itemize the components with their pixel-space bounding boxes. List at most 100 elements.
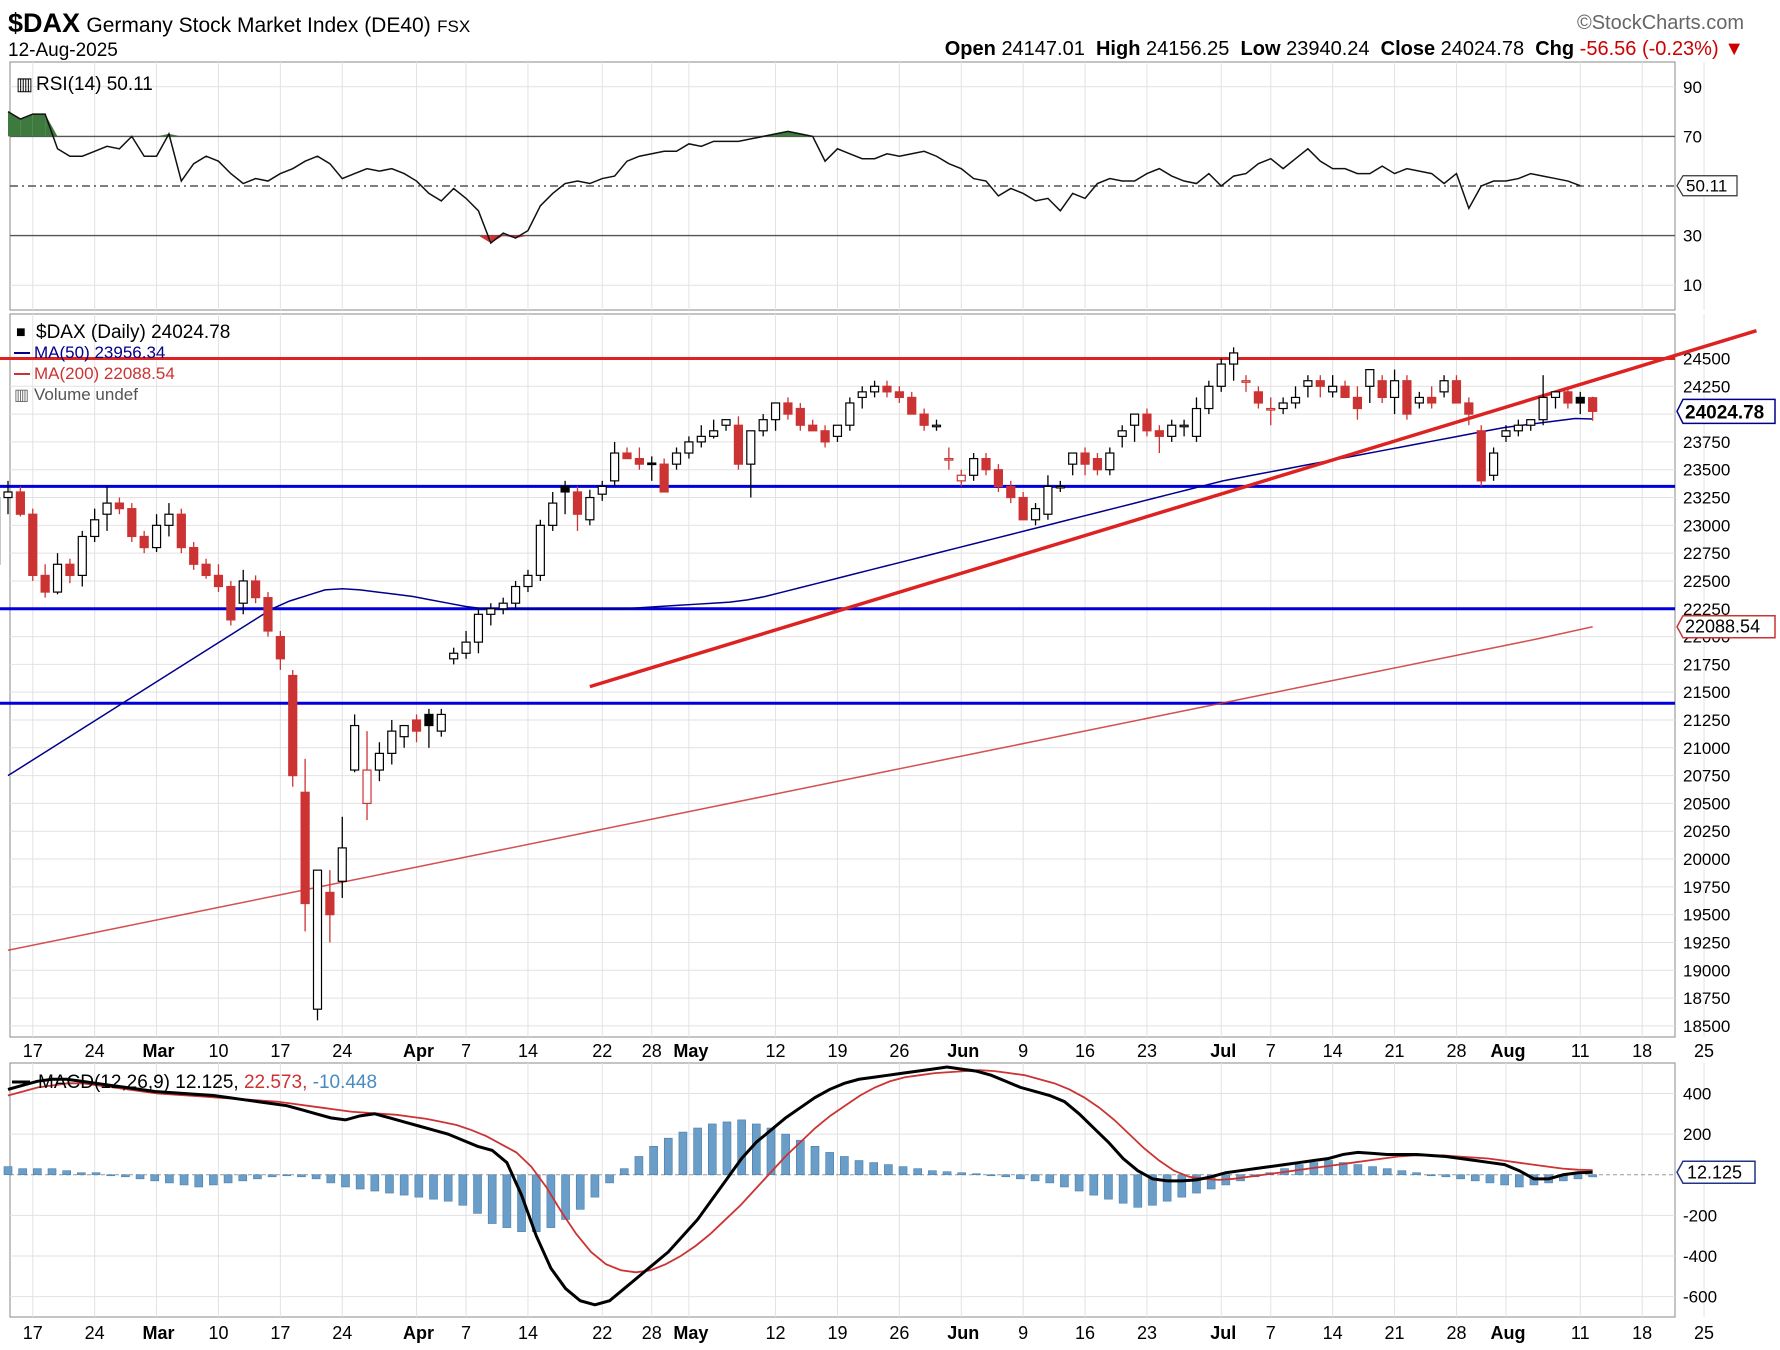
macd-y-tick-label: -400 <box>1683 1247 1717 1266</box>
candle-body <box>746 430 756 465</box>
candle-body <box>770 402 781 421</box>
x-tick-label: 11 <box>1571 1041 1590 1061</box>
macd-histogram-bar <box>253 1174 262 1180</box>
candle-body <box>1352 396 1363 410</box>
x-tick-label: 14 <box>1323 1041 1343 1061</box>
x-tick-label: 7 <box>461 1041 471 1061</box>
macd-histogram-bar <box>91 1172 101 1176</box>
rsi-oversold-fill <box>478 235 491 244</box>
price-value-tag-text: 24024.78 <box>1685 402 1764 423</box>
macd-histogram-bar <box>47 1168 57 1176</box>
candle-body <box>622 452 632 460</box>
candle-body <box>114 502 125 510</box>
candle-body <box>1575 396 1585 404</box>
candle-body <box>1129 413 1140 426</box>
macd-histogram-bar <box>179 1174 189 1186</box>
candle-body <box>1315 380 1325 387</box>
x-tick-label: 24 <box>85 1323 105 1343</box>
candle-body <box>1340 385 1350 399</box>
price-y-tick-label: 20250 <box>1683 822 1730 841</box>
candle-body <box>498 602 508 610</box>
candle-body <box>275 635 285 660</box>
candle-body <box>783 402 793 415</box>
macd-histogram-bar <box>458 1174 468 1206</box>
open-label: Open <box>944 38 996 60</box>
macd-line <box>7 1065 1593 1307</box>
x-tick-label: Jul <box>1210 1041 1236 1061</box>
price-y-tick-label: 21000 <box>1683 739 1730 758</box>
candle-body <box>1439 380 1449 393</box>
price-y-tick-label: 21500 <box>1683 683 1730 702</box>
macd-histogram-bar <box>1192 1174 1201 1194</box>
x-tick-label: 28 <box>1446 1041 1466 1061</box>
candle-body <box>1191 407 1202 437</box>
macd-histogram-bar <box>810 1146 820 1176</box>
rsi-label: RSI(14) 50.11 <box>36 74 153 95</box>
candle-body <box>1377 380 1387 399</box>
candle-body <box>671 452 682 465</box>
x-tick-label: 23 <box>1137 1041 1157 1061</box>
signal-line <box>7 1069 1593 1274</box>
candle-body <box>1278 402 1288 410</box>
candle-body <box>585 496 595 521</box>
candle-body <box>77 535 87 576</box>
macd-histogram-bar <box>223 1174 233 1184</box>
macd-histogram-bar <box>737 1119 746 1176</box>
x-tick-label: 24 <box>332 1323 352 1343</box>
candle-body <box>919 413 929 426</box>
candle-body <box>1513 424 1523 432</box>
candle-body <box>696 435 706 443</box>
macd-histogram-bar <box>825 1152 834 1176</box>
macd-histogram-bar <box>1470 1174 1480 1182</box>
macd-histogram-bar <box>854 1160 864 1176</box>
candle-body <box>1451 380 1462 404</box>
macd-y-tick-label: -200 <box>1683 1206 1717 1225</box>
macd-histogram-bar <box>781 1133 790 1176</box>
x-tick-label: 11 <box>1571 1323 1590 1343</box>
candle-body <box>1006 485 1016 499</box>
macd-histogram-bar <box>1500 1174 1509 1186</box>
price-y-tick-label: 23750 <box>1683 433 1730 452</box>
x-tick-label: 17 <box>23 1041 43 1061</box>
macd-y-tick-label: -600 <box>1683 1288 1717 1307</box>
candle-body <box>300 791 310 905</box>
candle-body <box>411 719 422 732</box>
macd-histogram-bar <box>531 1174 541 1232</box>
ma200-value-tag-text: 22088.54 <box>1685 617 1760 637</box>
x-tick-label: 17 <box>23 1323 43 1343</box>
x-tick-label: 21 <box>1385 1323 1405 1343</box>
x-tick-label: 22 <box>592 1323 612 1343</box>
x-tick-label: Jun <box>947 1041 979 1061</box>
candle-body <box>288 674 298 777</box>
candle-body <box>597 485 607 495</box>
x-tick-label: 16 <box>1075 1323 1095 1343</box>
down-arrow-icon: ▼ <box>1724 38 1744 60</box>
chg-value: -56.56 (-0.23%) <box>1579 38 1719 60</box>
macd-histogram-bar <box>913 1168 923 1176</box>
macd-histogram-bar <box>1353 1164 1363 1176</box>
x-tick-label: Aug <box>1490 1323 1525 1343</box>
candle-body <box>572 491 583 515</box>
candle-body <box>1068 452 1078 465</box>
ma200-line <box>7 625 1593 951</box>
macd-histogram-bar <box>869 1162 878 1176</box>
x-tick-label: 16 <box>1075 1041 1095 1061</box>
ma50-label: MA(50) 23956.34 <box>34 343 165 362</box>
macd-histogram-bar <box>1060 1174 1069 1188</box>
candle-body <box>65 563 75 576</box>
macd-histogram-bar <box>33 1168 42 1176</box>
candle-body <box>15 491 25 515</box>
x-tick-label: 10 <box>208 1323 228 1343</box>
brand-logo[interactable]: ©StockCharts.com <box>1576 12 1744 34</box>
x-tick-label: 24 <box>332 1041 352 1061</box>
candle-body <box>832 424 843 437</box>
x-tick-label: 19 <box>827 1041 847 1061</box>
macd-histogram-bar <box>1001 1174 1011 1178</box>
candle-body <box>424 713 434 727</box>
macd-histogram-bar <box>106 1174 116 1177</box>
candle-body <box>1501 430 1511 437</box>
x-tick-label: Mar <box>143 1323 175 1343</box>
candle-body <box>1427 396 1437 404</box>
price-y-tick-label: 22250 <box>1683 600 1730 619</box>
candle-body <box>1043 485 1053 515</box>
